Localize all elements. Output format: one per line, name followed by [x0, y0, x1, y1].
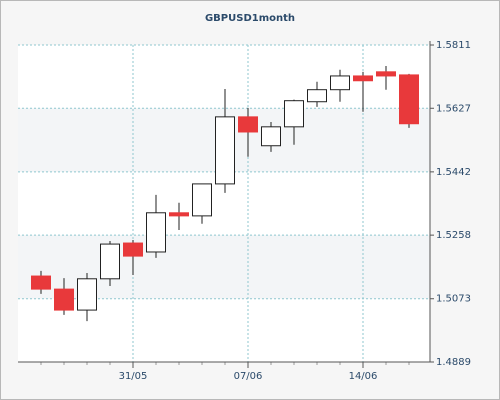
- x-tick-label: 07/06: [234, 371, 263, 382]
- x-tick-label: 31/05: [119, 371, 148, 382]
- candle-body: [353, 75, 373, 82]
- candle-body: [399, 74, 419, 125]
- y-tick-label: 1.5073: [436, 294, 471, 305]
- candle-body: [215, 116, 235, 185]
- candle-body: [54, 288, 74, 311]
- y-tick-label: 1.5811: [436, 40, 471, 51]
- y-tick-label: 1.4889: [436, 357, 471, 368]
- candle-body: [169, 212, 189, 217]
- plot-area: 1.4889 1.5073 1.5258 1.5442 1.5627 1.5811 31/0…: [18, 40, 471, 382]
- candle-body: [284, 100, 304, 128]
- candle-body: [238, 116, 258, 133]
- chart-title: GBPUSD1month: [205, 13, 295, 24]
- y-tick-label: 1.5442: [436, 167, 471, 178]
- candle-body: [77, 278, 97, 311]
- candle-body: [31, 275, 51, 290]
- candle-body: [376, 71, 396, 77]
- candle-body: [261, 126, 281, 147]
- plot-background: [18, 45, 430, 362]
- candle-body: [192, 183, 212, 217]
- candle-body: [307, 89, 327, 103]
- y-tick-label: 1.5258: [436, 230, 471, 241]
- candle-body: [146, 212, 166, 253]
- x-tick-label: 14/06: [349, 371, 378, 382]
- y-tick-label: 1.5627: [436, 103, 471, 114]
- candle-body: [123, 242, 143, 257]
- candle-body: [330, 75, 350, 91]
- candle-body: [100, 243, 120, 280]
